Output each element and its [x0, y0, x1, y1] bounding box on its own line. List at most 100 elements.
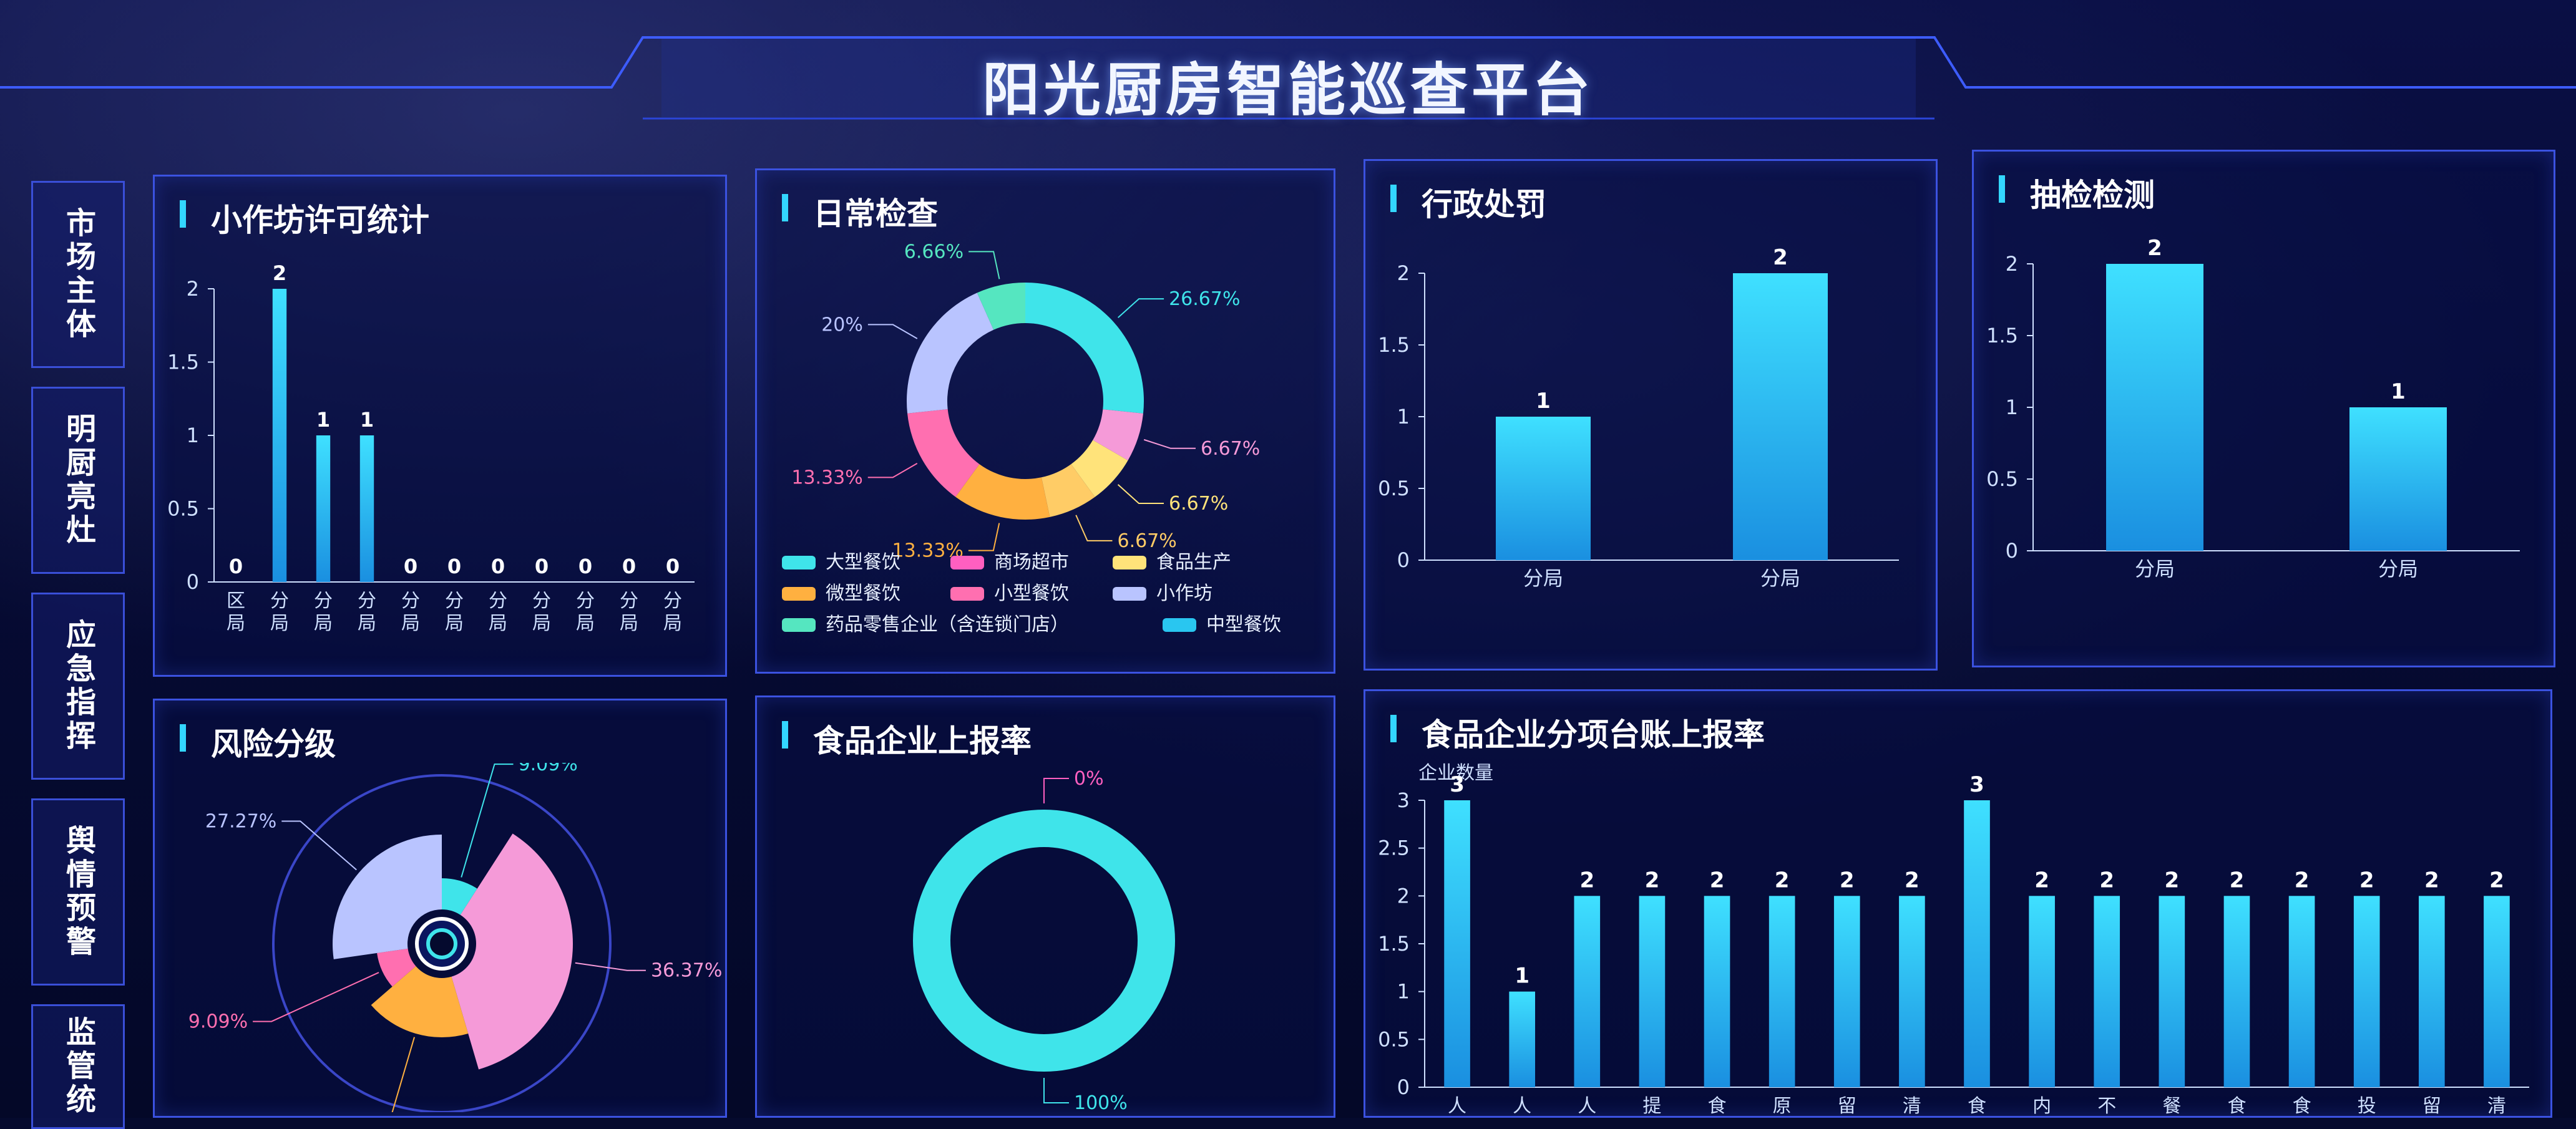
bar — [2419, 896, 2445, 1087]
donut-slice — [1025, 283, 1144, 414]
rose-slice — [442, 878, 477, 915]
y-tick-label: 1 — [1397, 980, 1410, 1004]
bar-value-label: 2 — [2489, 868, 2504, 893]
bar-value-label: 0 — [404, 555, 417, 578]
center-core — [426, 928, 457, 959]
bar — [2029, 896, 2055, 1087]
bar — [2159, 896, 2185, 1087]
x-tick-label: 食 — [1968, 1095, 1986, 1117]
y-tick-label: 1.5 — [1986, 324, 2018, 347]
x-tick-label: 人 — [1578, 1095, 1596, 1117]
legend-label: 食品生产 — [1156, 551, 1231, 573]
nav-item-opinion-alert[interactable]: 舆情预警 — [31, 798, 125, 986]
x-tick-label: 分 — [489, 590, 507, 612]
bar-value-label: 2 — [2147, 236, 2162, 261]
legend-swatch — [782, 587, 816, 601]
bar-value-label: 0 — [447, 555, 461, 578]
y-tick-label: 0.5 — [167, 497, 199, 521]
bar — [359, 435, 374, 582]
rose-slice — [371, 966, 469, 1037]
bar-value-label: 1 — [1515, 964, 1530, 989]
bar — [1964, 800, 1990, 1087]
legend-label: 小型餐饮 — [994, 583, 1069, 604]
slice-label: 6.66% — [904, 241, 964, 263]
panel-title: 抽检检测 — [1999, 170, 2155, 215]
label-leader-line — [1043, 778, 1069, 803]
bar — [2106, 264, 2203, 551]
x-tick-label: 内 — [2032, 1095, 2051, 1117]
bar — [1733, 273, 1828, 560]
x-tick-label: 局 — [489, 613, 507, 634]
bar-value-label: 2 — [273, 261, 286, 285]
x-tick-label: 清 — [2487, 1095, 2506, 1117]
bar — [2288, 896, 2315, 1087]
legend-swatch — [950, 587, 984, 601]
panel-daily-inspection: 日常检查 26.67% 6.67% 6.67% 6.67% 13.33% 13.33% 20… — [755, 168, 1335, 674]
y-tick-label: 1.5 — [1378, 333, 1410, 357]
slice-label: 6.67% — [1169, 493, 1228, 515]
x-tick-label: 局 — [532, 613, 551, 634]
x-tick-label: 区 — [227, 590, 245, 612]
label-leader-line — [867, 463, 918, 478]
y-tick-label: 0.5 — [1378, 477, 1410, 500]
y-axis-title: 企业数量 — [1418, 762, 1493, 784]
bar-value-label: 0 — [229, 555, 243, 578]
nav-item-emergency[interactable]: 应急指挥 — [31, 593, 125, 780]
legend-swatch — [782, 618, 816, 632]
x-tick-label: 局 — [620, 613, 638, 634]
legend-label: 商场超市 — [994, 551, 1069, 573]
nav-item-market-subject[interactable]: 市场主体 — [31, 181, 125, 368]
legend-swatch — [1113, 556, 1146, 569]
bar — [1833, 896, 1860, 1087]
y-tick-label: 2 — [1397, 884, 1410, 908]
x-tick-label: 投 — [2358, 1095, 2376, 1117]
nav-item-open-kitchen[interactable]: 明厨亮灶 — [31, 387, 125, 574]
panel-title: 日常检查 — [782, 189, 938, 234]
x-tick-label: 分 — [576, 590, 595, 612]
y-tick-label: 2 — [2006, 252, 2018, 276]
panel-report-rate: 食品企业上报率 0% 100% — [755, 695, 1335, 1118]
panel-workshop-permit: 小作坊许可统计 0 0.5 1 1.5 2 0 区局 2 分局 1 分局 1 分局 0 分局 0 分局 0 分局 0 分… — [153, 175, 727, 677]
legend-label: 药品零售企业（含连锁门店） — [826, 614, 1069, 636]
bar — [1496, 417, 1591, 560]
donut-slice — [907, 409, 980, 497]
risk-rose-chart: 9.09%36.37%18.18%9.09%27.27% — [188, 763, 722, 1112]
panel-risk-grading: 风险分级 9.09%36.37%18.18%9.09%27.27% — [153, 699, 727, 1118]
nav-item-label: 舆情预警 — [61, 825, 95, 959]
x-tick-label: 分 — [270, 590, 289, 612]
slice-label: 13.33% — [791, 467, 862, 488]
bar — [2094, 896, 2120, 1087]
x-tick-label: 清 — [1903, 1095, 1921, 1117]
slice-label: 6.67% — [1201, 438, 1260, 460]
nav-item-supervision[interactable]: 监管统 — [31, 1004, 125, 1129]
bar-value-label: 3 — [1969, 772, 1984, 797]
label-leader-line — [575, 962, 646, 971]
y-tick-label: 2 — [1397, 261, 1410, 285]
x-tick-label: 局 — [401, 613, 420, 634]
bar-value-label: 2 — [1645, 868, 1660, 893]
y-tick-label: 1 — [187, 424, 199, 447]
bar-value-label: 1 — [2391, 379, 2406, 404]
x-tick-label: 分 — [532, 590, 551, 612]
legend-label: 小作坊 — [1156, 583, 1212, 604]
bar-value-label: 2 — [2230, 868, 2245, 893]
nav-item-label: 监管统 — [61, 1016, 95, 1117]
slice-label: 36.37% — [651, 960, 722, 982]
bar-value-label: 1 — [1536, 389, 1551, 414]
donut-slice — [907, 293, 994, 414]
slice-label: 9.09% — [519, 763, 578, 775]
panel-ledger-report-rate: 食品企业分项台账上报率 0 0.5 1 1.5 2 2.5 3 企业数量 3 人 1 人 2 人 2 提 2 食 2… — [1364, 689, 2552, 1118]
y-tick-label: 0 — [2006, 539, 2018, 563]
x-tick-label: 分 — [314, 590, 333, 612]
bar — [1574, 896, 1601, 1087]
y-tick-label: 2 — [187, 277, 199, 301]
x-tick-label: 分局 — [2135, 557, 2175, 581]
label-leader-line — [1143, 439, 1196, 449]
x-tick-label: 局 — [576, 613, 595, 634]
y-tick-label: 1 — [1397, 405, 1410, 429]
bar — [1639, 896, 1666, 1087]
slice-label: 9.09% — [188, 1011, 248, 1033]
side-nav: 市场主体 明厨亮灶 应急指挥 舆情预警 监管统 — [31, 181, 125, 1129]
x-tick-label: 局 — [663, 613, 682, 634]
